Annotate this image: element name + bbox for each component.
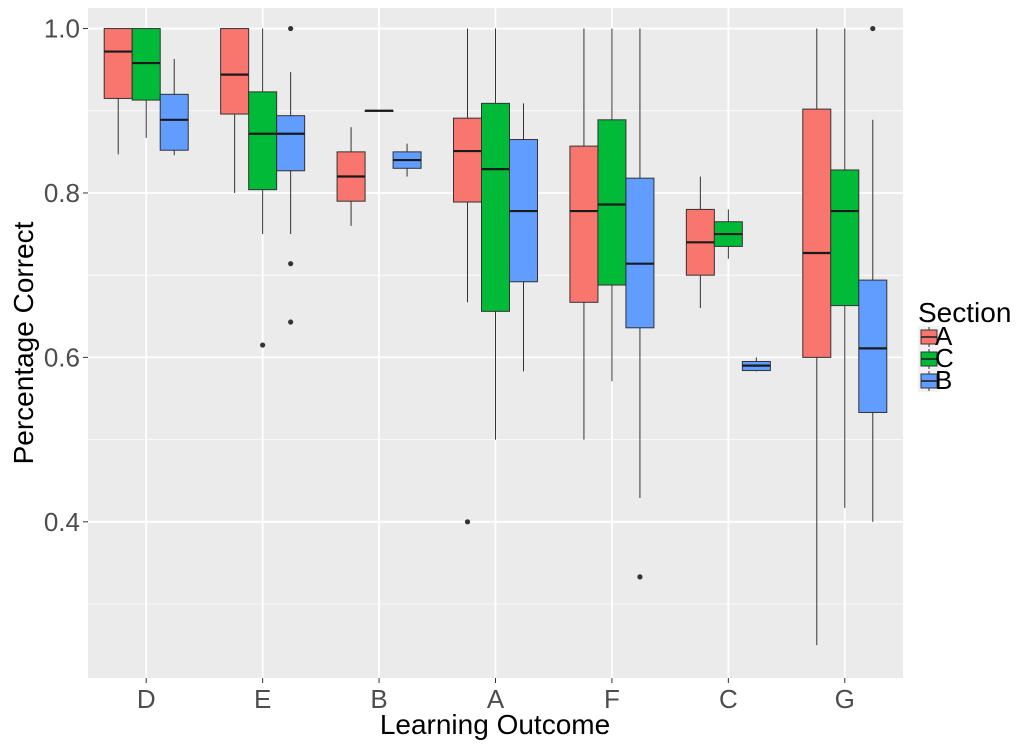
- box-groups: [103, 25, 888, 646]
- box-body: [597, 119, 627, 286]
- x-tick-label: E: [254, 684, 271, 714]
- outlier-point: [288, 261, 294, 267]
- box-C-A: [685, 176, 715, 309]
- box-C-C: [713, 209, 743, 259]
- y-tick-label: 1.0: [44, 14, 80, 44]
- x-tick-label: F: [604, 684, 620, 714]
- box-G-A: [802, 28, 832, 646]
- box-body: [159, 93, 189, 151]
- box-body: [131, 28, 161, 101]
- outlier-point: [288, 25, 294, 32]
- box-body: [248, 91, 278, 191]
- box-body: [569, 145, 599, 303]
- box-E-B: [276, 25, 306, 325]
- box-body: [858, 279, 888, 413]
- outlier-point: [464, 519, 471, 525]
- x-tick-label: B: [370, 684, 387, 714]
- box-B-B: [392, 143, 422, 177]
- y-axis-title: Percentage Correct: [8, 221, 39, 464]
- legend-label: A: [935, 321, 953, 351]
- legend-key-B: B: [918, 365, 952, 395]
- y-axis-ticks: 0.4 0.6 0.8 1.0: [44, 14, 88, 537]
- box-G-B: [858, 25, 888, 522]
- box-body: [103, 28, 133, 99]
- box-E-A: [220, 28, 250, 193]
- legend-label: C: [935, 343, 954, 373]
- box-D-B: [159, 58, 189, 156]
- box-F-C: [597, 28, 627, 382]
- box-E-C: [248, 28, 278, 348]
- box-body: [481, 102, 510, 312]
- legend-label: B: [935, 365, 952, 395]
- box-D-A: [103, 28, 133, 155]
- x-tick-label: G: [835, 684, 855, 714]
- legend-key-C: C: [918, 343, 954, 373]
- box-F-B: [625, 28, 655, 580]
- box-body: [453, 117, 482, 203]
- y-tick-label: 0.4: [44, 507, 80, 537]
- legend: Section ACB: [918, 297, 1011, 395]
- box-A-A: [453, 28, 482, 525]
- box-C-B: [741, 357, 771, 372]
- box-body: [276, 115, 306, 172]
- legend-key-A: A: [918, 321, 953, 351]
- outlier-point: [637, 574, 643, 580]
- x-tick-label: C: [719, 684, 738, 714]
- box-body: [830, 169, 860, 307]
- box-G-C: [830, 28, 860, 508]
- y-tick-label: 0.6: [44, 342, 80, 372]
- box-F-A: [569, 28, 599, 440]
- x-axis-title: Learning Outcome: [380, 709, 610, 740]
- box-body: [625, 177, 655, 329]
- box-body: [220, 28, 250, 115]
- outlier-point: [288, 319, 294, 325]
- box-B-A: [336, 127, 366, 226]
- outlier-point: [260, 342, 266, 348]
- box-B-C: [364, 109, 394, 112]
- x-tick-label: A: [487, 684, 505, 714]
- outlier-point: [870, 25, 876, 32]
- box-body: [802, 108, 832, 358]
- box-D-C: [131, 28, 161, 138]
- box-A-B: [509, 103, 538, 372]
- x-tick-label: D: [137, 684, 156, 714]
- legend-keys: ACB: [918, 321, 954, 395]
- y-tick-label: 0.8: [44, 178, 80, 208]
- box-A-C: [481, 28, 510, 440]
- legend-title: Section: [918, 297, 1011, 328]
